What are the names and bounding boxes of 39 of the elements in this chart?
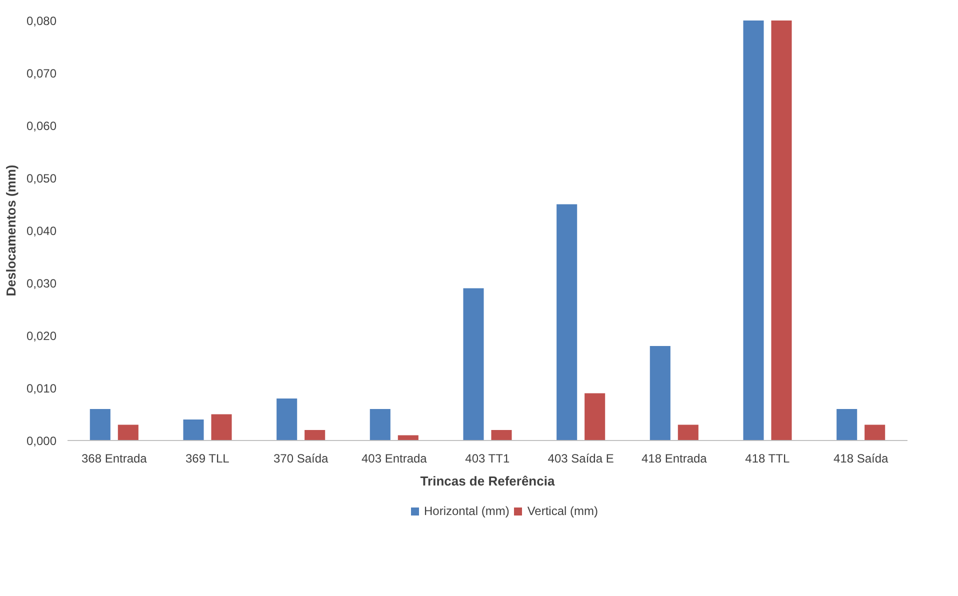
legend-label: Horizontal (mm)	[424, 504, 510, 518]
x-tick-label: 403 Entrada	[361, 452, 428, 466]
bar	[370, 409, 390, 440]
bar	[650, 346, 670, 440]
bar	[304, 430, 326, 440]
y-axis-title: Deslocamentos (mm)	[3, 164, 18, 296]
bar	[864, 424, 886, 440]
bar	[118, 424, 138, 440]
bar	[836, 409, 858, 440]
x-tick-label: 418 TTL	[745, 452, 790, 466]
x-tick-label: 403 TT1	[465, 452, 510, 466]
bar	[276, 398, 298, 440]
bar	[584, 393, 606, 440]
bar	[90, 409, 110, 440]
bar	[491, 430, 512, 440]
bar	[743, 20, 764, 440]
bar	[556, 204, 578, 440]
bar	[183, 420, 204, 440]
x-tick-label: 418 Entrada	[641, 452, 708, 466]
y-tick-label: 0,080	[26, 14, 57, 28]
y-tick-label: 0,020	[26, 329, 57, 343]
bar	[463, 288, 484, 440]
y-tick-label: 0,010	[26, 382, 57, 396]
y-tick-label: 0,060	[26, 119, 57, 133]
x-axis-title: Trincas de Referência	[420, 474, 556, 488]
x-tick-label: 418 Saída	[833, 452, 889, 466]
legend-label: Vertical (mm)	[527, 504, 598, 518]
x-tick-label: 368 Entrada	[81, 452, 148, 466]
y-tick-label: 0,040	[26, 224, 57, 238]
y-tick-label: 0,030	[26, 276, 57, 290]
y-tick-label: 0,070	[26, 66, 57, 80]
x-tick-label: 369 TLL	[185, 452, 230, 466]
bar	[211, 414, 232, 440]
y-tick-label: 0,000	[26, 434, 57, 448]
x-tick-label: 370 Saída	[273, 452, 329, 466]
y-tick-label: 0,050	[26, 172, 57, 186]
bar	[678, 424, 698, 440]
bar	[771, 20, 792, 440]
x-tick-label: 403 Saída E	[548, 452, 614, 466]
